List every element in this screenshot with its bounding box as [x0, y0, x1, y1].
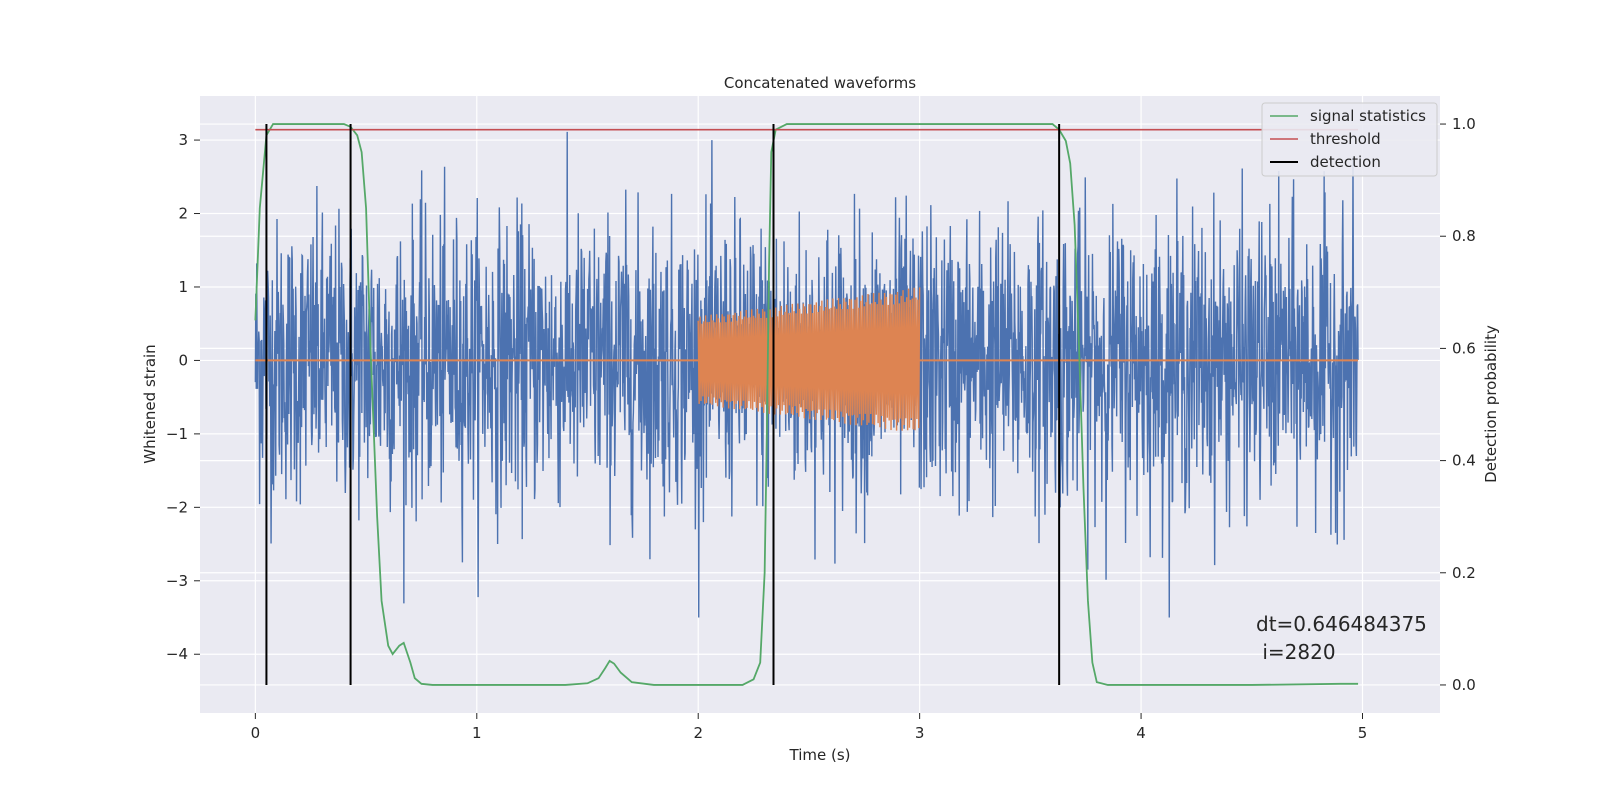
x-tick-label: 5: [1358, 724, 1368, 742]
legend-label-signal-statistics: signal statistics: [1310, 107, 1426, 125]
axis-ticks: 0 1 2 3 4 5 3 2 1 0 −1 −2 −3 −4 1.0 0.8 0.6 0.4 0.2 0.0: [166, 115, 1476, 742]
y2-tick-label: 0.0: [1452, 676, 1476, 694]
x-tick-label: 0: [251, 724, 261, 742]
y-tick-label: 2: [178, 205, 188, 223]
axes-labels: Concatenated waveforms Time (s) Whitened…: [141, 74, 1500, 764]
y2-tick-label: 1.0: [1452, 115, 1476, 133]
x-tick-label: 1: [472, 724, 482, 742]
y-tick-label: −3: [166, 572, 188, 590]
chart-title: Concatenated waveforms: [724, 74, 916, 92]
legend-label-threshold: threshold: [1310, 130, 1381, 148]
x-axis-label: Time (s): [789, 746, 851, 764]
legend-box: [1261, 102, 1438, 177]
x-tick-label: 4: [1136, 724, 1146, 742]
annotation-dt: dt=0.646484375: [1256, 612, 1427, 636]
y-tick-label: 1: [178, 278, 188, 296]
x-tick-label: 2: [693, 724, 703, 742]
signal-statistics-series: [254, 123, 1359, 686]
y2-axis-label: Detection probability: [1482, 325, 1500, 483]
y-axis-label: Whitened strain: [141, 344, 159, 463]
annotation-i: i=2820: [1256, 640, 1336, 664]
signal-statistics-line: [254, 123, 1359, 686]
injected-waveform-line: [697, 287, 921, 431]
y2-tick-label: 0.6: [1452, 339, 1476, 357]
y2-tick-label: 0.2: [1452, 564, 1476, 582]
injected-waveform-series: [255, 287, 1359, 431]
legend-label-detection: detection: [1310, 153, 1381, 171]
y2-tick-label: 0.4: [1452, 452, 1476, 470]
y-tick-label: 3: [178, 131, 188, 149]
y-tick-label: −2: [166, 498, 188, 516]
plot-series: [254, 123, 1359, 686]
y-tick-label: 0: [178, 351, 188, 369]
y-tick-label: −4: [166, 645, 188, 663]
y-tick-label: −1: [166, 425, 188, 443]
y2-tick-label: 0.8: [1452, 227, 1476, 245]
x-tick-label: 3: [915, 724, 925, 742]
legend: signal statistics threshold detection: [1261, 102, 1438, 177]
